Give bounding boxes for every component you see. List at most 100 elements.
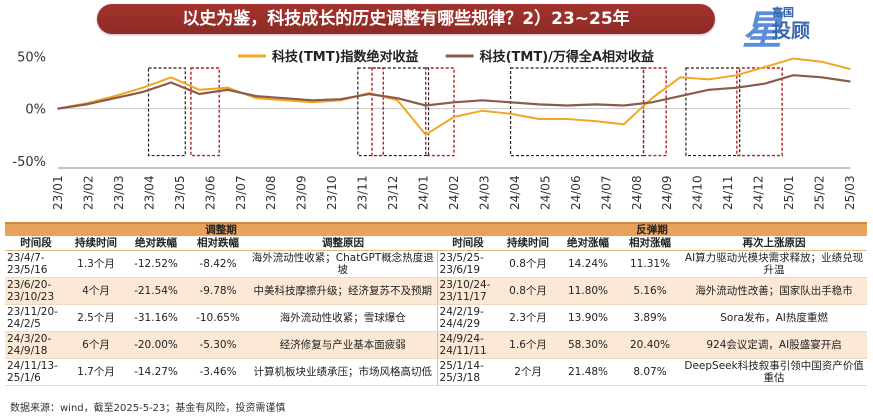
- chart-title: 以史为鉴，科技成长的历史调整有哪些规律？2）23~25年: [97, 4, 715, 34]
- adjustment-period-box: [509, 67, 645, 157]
- series-1-point: [509, 113, 512, 115]
- table-cell-b-dur: 0.8个月: [499, 250, 558, 278]
- legend-label-2: 科技(TMT)/万得全A相对收益: [480, 49, 654, 65]
- table-cell-b-dur: 0.8个月: [499, 277, 558, 305]
- adjust-col-header: 调整原因: [249, 236, 438, 251]
- series-1-point: [651, 97, 653, 99]
- table-cell-b-reason: DeepSeek科技叙事引领中国资产价值重估: [681, 358, 868, 386]
- table-cell-a-dur: 2.5个月: [67, 304, 125, 332]
- series-2-point: [622, 104, 625, 107]
- legend-label-1: 科技(TMT)指数绝对收益: [272, 49, 419, 65]
- x-tick-label: 24/01: [417, 175, 431, 210]
- series-2-point: [736, 86, 738, 89]
- series-1-point: [707, 78, 710, 81]
- series-2-point: [538, 103, 540, 106]
- series-1-point: [311, 101, 314, 104]
- series-2-point: [481, 99, 484, 102]
- series-2-point: [651, 101, 653, 104]
- x-tick-label: 23/07: [234, 175, 248, 210]
- series-1-point: [226, 86, 229, 89]
- table-cell-a-reason: 计算机板块业绩承压；市场风格高切低: [249, 358, 438, 386]
- table-cell-a-abs: -14.27%: [125, 358, 187, 386]
- series-2-point: [142, 91, 144, 93]
- series-1-point: [113, 95, 116, 97]
- series-1-point: [622, 123, 625, 126]
- table-cell-a-period: 23/4/7-23/5/16: [5, 250, 67, 278]
- table-row: 23/4/7-23/5/16 1.3个月 -12.52% -8.42% 海外流动性收紧；…: [5, 250, 868, 278]
- adjust-col-header: 时间段: [5, 236, 67, 251]
- series-2-point: [849, 80, 851, 83]
- rebound-col-header: 持续时间: [499, 236, 558, 251]
- table-cell-a-dur: 1.7个月: [67, 358, 125, 386]
- table-cell-b-period: 24/9/24-24/11/11: [436, 331, 500, 359]
- x-tick-label: 23/10: [325, 175, 339, 210]
- table-cell-b-rel: 20.40%: [619, 331, 682, 359]
- series-2-point: [283, 97, 286, 99]
- x-tick-label: 23/04: [142, 175, 156, 210]
- table-cell-b-rel: 8.07%: [619, 358, 682, 386]
- series-2-point: [226, 89, 229, 91]
- y-tick-label: 0%: [25, 103, 46, 118]
- star-logo-icon: 星: [742, 7, 782, 54]
- x-tick-label: 24/10: [691, 175, 705, 210]
- series-2-point: [764, 82, 766, 85]
- table-cell-a-reason: 海外流动性收紧；ChatGPT概念热度退坡: [249, 250, 438, 278]
- rebound-col-header: 再次上涨原因: [681, 236, 868, 251]
- x-tick-label: 24/02: [447, 175, 461, 210]
- x-tick-label: 24/03: [477, 175, 491, 210]
- source-note: 数据来源：wind，截至2025-5-23；基金有风险，投资需谨慎: [10, 403, 286, 414]
- table-cell-b-rel: 3.89%: [619, 304, 682, 332]
- series-2-point: [368, 93, 370, 95]
- adjust-col-header: 相对跌幅: [187, 236, 249, 251]
- series-2-point: [566, 104, 568, 107]
- series-2-point: [792, 74, 795, 77]
- table-row: 24/11/13-25/1/6 1.7个月 -14.27% -3.46% 计算机板块业绩…: [5, 358, 868, 386]
- table-cell-b-abs: 11.80%: [557, 277, 620, 305]
- table-cell-b-dur: 1.6个月: [499, 331, 558, 359]
- table-cell-a-period: 24/11/13-25/1/6: [5, 358, 67, 386]
- table-cell-b-rel: 11.31%: [619, 250, 682, 278]
- series-2-point: [424, 104, 427, 107]
- logo-name: 投顾: [772, 20, 811, 42]
- adjust-col-header: 绝对跌幅: [125, 236, 187, 251]
- x-tick-label: 25/02: [813, 175, 827, 210]
- series-2-point: [311, 99, 314, 102]
- table-cell-a-reason: 经济修复与产业基本面疲弱: [249, 331, 438, 359]
- x-tick-label: 23/05: [173, 175, 187, 210]
- periods-table: 调整期 反弹期 时间段 持续时间 绝对跌幅 相对跌幅 调整原因 时间段 持续时间 绝对涨幅 相对…: [5, 222, 868, 386]
- rebound-period-box: [642, 67, 667, 157]
- table-cell-b-reason: AI算力驱动光模块需求释放；业绩兑现升温: [681, 250, 868, 278]
- logo-small-text: 富国: [772, 6, 794, 19]
- series-2-point: [255, 95, 257, 97]
- series-1-point: [283, 99, 286, 102]
- table-row: 23/11/20-24/2/5 2.5个月 -31.16% -10.65% 海外流动性收…: [5, 304, 868, 332]
- table-cell-b-abs: 14.24%: [557, 250, 620, 278]
- adjustment-period-box: [357, 67, 430, 157]
- x-tick-label: 23/12: [386, 175, 400, 210]
- series-2-point: [340, 98, 342, 101]
- table-cell-a-dur: 4个月: [67, 277, 125, 305]
- table-cell-a-dur: 1.3个月: [67, 250, 125, 278]
- rebound-group-header: 反弹期: [437, 222, 868, 236]
- table-cell-a-rel: -10.65%: [187, 304, 249, 332]
- table-cell-a-abs: -12.52%: [125, 250, 187, 278]
- table-cell-a-period: 23/11/20-24/2/5: [5, 304, 67, 332]
- x-tick-label: 24/07: [599, 175, 613, 210]
- series-1-point: [792, 57, 795, 60]
- table-cell-a-abs: -20.00%: [125, 331, 187, 359]
- table-cell-b-rel: 5.16%: [619, 277, 682, 305]
- series-1-point: [424, 133, 427, 136]
- series-2-point: [594, 103, 597, 106]
- series-2-point: [453, 101, 455, 104]
- rebound-col-header: 时间段: [437, 236, 500, 251]
- table-cell-b-abs: 58.30%: [557, 331, 620, 359]
- x-tick-label: 23/08: [264, 175, 278, 210]
- table-cell-b-reason: 924会议定调，AI股盛宴开启: [681, 331, 868, 359]
- table-cell-a-period: 23/6/20-23/10/23: [5, 277, 67, 305]
- series-1-point: [594, 120, 597, 122]
- adjustment-period-box: [147, 67, 186, 157]
- series-1-point: [566, 118, 568, 120]
- rebound-col-header: 绝对涨幅: [557, 236, 620, 251]
- series-1-point: [764, 66, 766, 68]
- series-1-point: [736, 74, 738, 77]
